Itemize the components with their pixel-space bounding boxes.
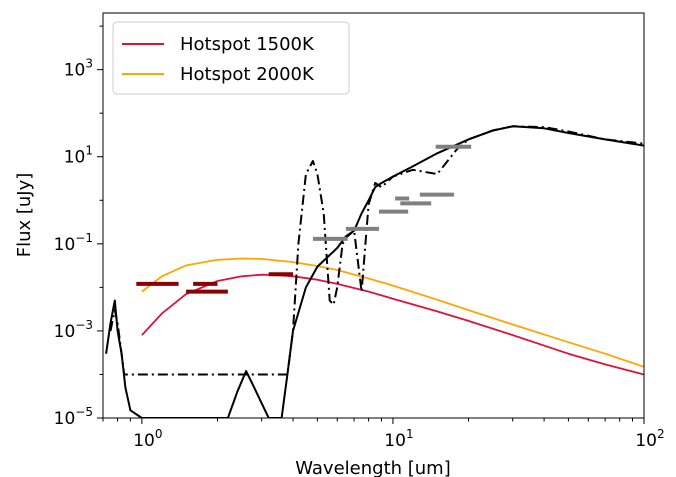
axis-ticks: 100 101 102 10−5 10−3 10−1 101 103 (54, 25, 665, 451)
x-axis-label: Wavelength [um] (295, 458, 451, 477)
legend-label-2: Hotspot 2000K (180, 64, 315, 85)
x-tick-label-1: 100 (133, 427, 162, 451)
series-line-3 (105, 125, 644, 418)
x-tick-label-3: 102 (635, 427, 664, 451)
plot-frame (102, 12, 645, 419)
legend-box (112, 21, 350, 95)
y-tick-label-4: 101 (64, 144, 93, 168)
series-line-2 (141, 257, 644, 368)
y-tick-label-3: 10−1 (54, 231, 93, 255)
legend: Hotspot 1500K Hotspot 2000K (112, 21, 350, 95)
y-tick-label-5: 103 (64, 57, 93, 81)
y-tick-label-2: 10−3 (54, 318, 93, 342)
series-line-4 (109, 125, 644, 376)
y-tick-label-1: 10−5 (54, 405, 93, 429)
legend-label-1: Hotspot 1500K (180, 34, 315, 55)
plot-content (105, 125, 644, 418)
y-axis-label: Flux [uJy] (14, 173, 35, 258)
x-tick-label-2: 101 (384, 427, 413, 451)
